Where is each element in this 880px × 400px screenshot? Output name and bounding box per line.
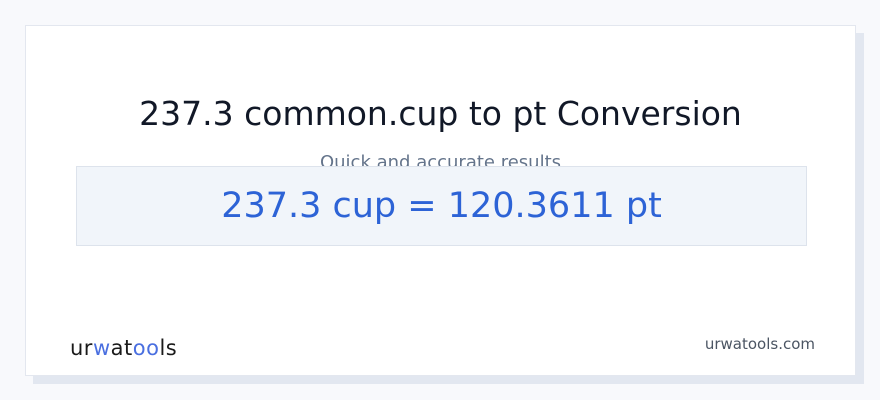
conversion-card: 237.3 common.cup to pt Conversion Quick …	[25, 25, 856, 376]
page-title: 237.3 common.cup to pt Conversion	[139, 94, 742, 133]
urwatools-logo: urwatools	[70, 336, 178, 360]
result-text: 237.3 cup = 120.3611 pt	[221, 186, 662, 226]
site-url: urwatools.com	[704, 335, 815, 353]
conversion-result: 237.3 cup = 120.3611 pt	[76, 166, 807, 246]
